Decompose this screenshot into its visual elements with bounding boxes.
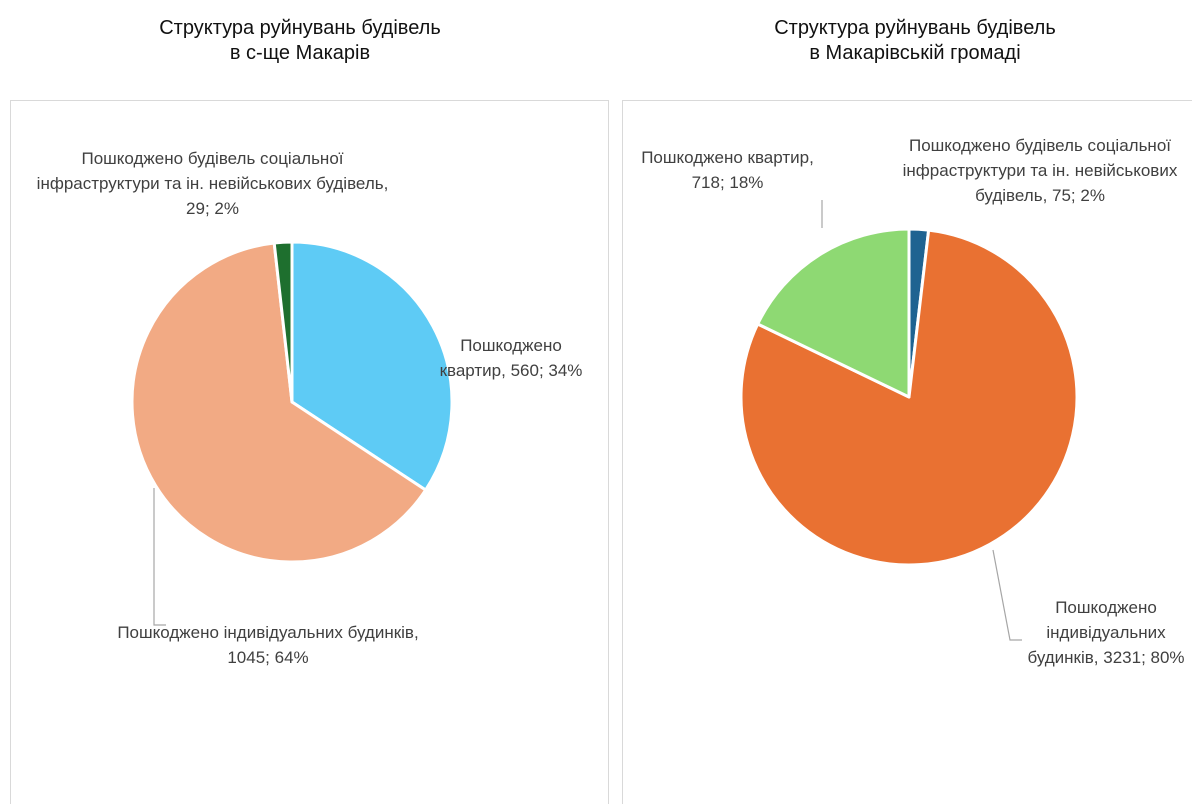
chart-title: Структура руйнувань будівель в с-ще Макар… <box>20 16 580 66</box>
data-label: Пошкоджено будівель соціальної інфрастру… <box>902 136 1178 205</box>
chart-title: Структура руйнувань будівель в Макарівськ… <box>635 16 1192 66</box>
pie-slice <box>756 227 911 399</box>
data-label: Пошкоджено квартир, 718; 18% <box>641 148 814 192</box>
chart-title-line: в с-ще Макарів <box>229 42 371 64</box>
chart-title-line: Структура руйнувань будівель <box>159 17 441 39</box>
chart-frame <box>10 100 609 804</box>
pie-slice <box>130 241 428 564</box>
leader-line <box>153 488 166 626</box>
data-label: Пошкоджено індивідуальних будинків, 1045… <box>117 623 419 667</box>
pie-slice <box>272 240 294 404</box>
chart-title-line: в Макарівській громаді <box>809 42 1021 64</box>
data-label: Пошкоджено квартир, 560; 34% <box>439 336 583 380</box>
data-label: Пошкоджено будівель соціальної інфрастру… <box>36 149 389 218</box>
chart-title-line: Структура руйнувань будівель <box>774 17 1056 39</box>
leader-line <box>992 549 1022 641</box>
chart-frame <box>622 100 1192 804</box>
data-label: Пошкоджено індивідуальних будинків, 3231… <box>1027 598 1185 667</box>
